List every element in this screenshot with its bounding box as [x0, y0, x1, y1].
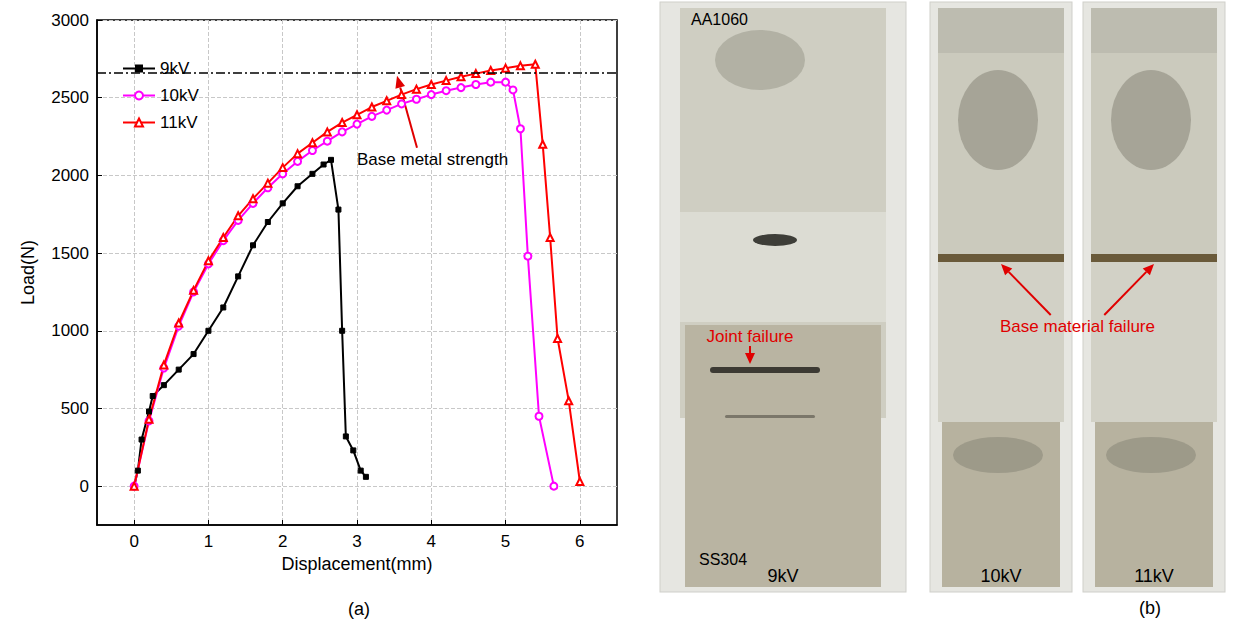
- svg-text:2: 2: [278, 532, 287, 551]
- svg-text:500: 500: [61, 399, 89, 418]
- svg-text:2500: 2500: [51, 88, 89, 107]
- svg-text:3000: 3000: [51, 11, 89, 30]
- svg-text:2000: 2000: [51, 166, 89, 185]
- svg-text:0: 0: [129, 532, 138, 551]
- svg-text:AA1060: AA1060: [691, 11, 748, 28]
- svg-text:11kV: 11kV: [1134, 566, 1174, 586]
- svg-text:5: 5: [501, 532, 510, 551]
- svg-text:9kV: 9kV: [160, 59, 190, 78]
- svg-text:11kV: 11kV: [160, 113, 198, 132]
- svg-text:(a): (a): [348, 599, 370, 619]
- svg-text:Displacement(mm): Displacement(mm): [281, 554, 432, 574]
- svg-text:9kV: 9kV: [767, 566, 798, 586]
- svg-text:10kV: 10kV: [980, 566, 1021, 586]
- svg-text:Load(N): Load(N): [18, 240, 38, 305]
- svg-text:Base material failure: Base material failure: [1000, 317, 1155, 336]
- svg-text:1000: 1000: [51, 321, 89, 340]
- svg-text:4: 4: [427, 532, 436, 551]
- svg-text:0: 0: [80, 477, 89, 496]
- svg-text:SS304: SS304: [699, 551, 747, 568]
- svg-text:Base metal strength: Base metal strength: [357, 150, 508, 169]
- svg-text:1500: 1500: [51, 244, 89, 263]
- svg-text:10kV: 10kV: [160, 86, 199, 105]
- svg-text:6: 6: [575, 532, 584, 551]
- svg-text:Joint failure: Joint failure: [707, 327, 794, 346]
- svg-text:(b): (b): [1139, 598, 1161, 618]
- svg-text:1: 1: [204, 532, 213, 551]
- svg-text:3: 3: [352, 532, 361, 551]
